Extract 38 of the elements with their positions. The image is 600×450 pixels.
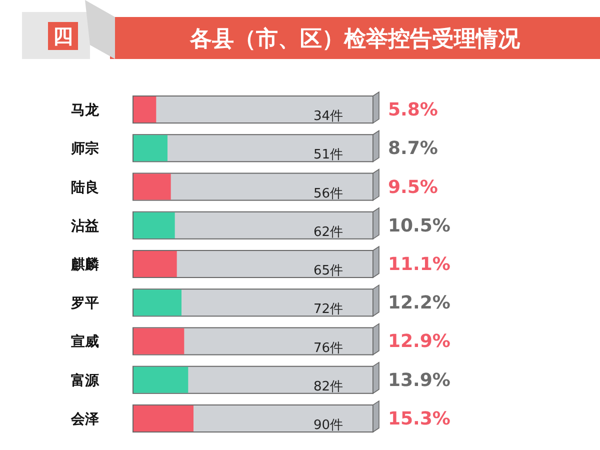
bar [134, 290, 182, 316]
text: 13.9% [388, 370, 450, 391]
text: 12.2% [388, 292, 450, 314]
y-tick-label: 沾益 [70, 218, 99, 234]
text: 8.7% [388, 138, 438, 160]
bar [134, 212, 175, 238]
data-label: 34件 [313, 109, 343, 124]
text: 12.9% [388, 331, 450, 352]
y-tick-label: 麒麟 [70, 256, 99, 273]
bar [134, 328, 184, 354]
text: 9.5% [388, 176, 438, 198]
y-tick-label: 富源 [71, 372, 100, 389]
y-tick-label: 师宗 [70, 140, 99, 158]
y-tick-label: 宣威 [71, 333, 99, 350]
text: 10.5% [388, 215, 450, 236]
data-label: 56件 [313, 186, 343, 202]
data-label: 82件 [313, 379, 343, 394]
y-tick-label: 会泽 [70, 411, 100, 428]
data-label: 90件 [313, 418, 343, 433]
data-label: 51件 [313, 148, 343, 163]
y-tick-label: 陆良 [71, 178, 99, 196]
text: 各县（市、区）检举控告受理情况 [189, 26, 521, 52]
bar [134, 366, 188, 393]
text: 11.1% [388, 254, 450, 275]
bar [134, 96, 156, 123]
data-label: 72件 [313, 302, 343, 318]
text: 5.8% [388, 100, 438, 121]
text: 四 [53, 24, 73, 48]
y-tick-label: 马龙 [71, 102, 100, 119]
bar [134, 405, 194, 432]
data-label: 76件 [313, 340, 343, 356]
bar [134, 250, 177, 278]
data-label: 65件 [313, 264, 343, 279]
y-tick-label: 罗平 [70, 296, 99, 312]
bar [134, 135, 168, 162]
text: 15.3% [388, 408, 450, 430]
data-label: 62件 [313, 224, 343, 240]
bar [134, 174, 171, 200]
